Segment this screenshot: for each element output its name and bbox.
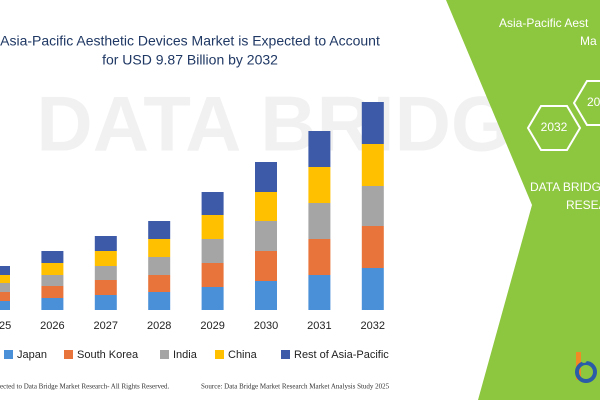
hexagon-label: 2032 [541, 120, 568, 134]
copyright: ected to Data Bridge Market Research- Al… [0, 383, 170, 391]
bar-segment [94, 251, 117, 266]
legend-swatch [4, 350, 13, 359]
legend-label: Rest of Asia-Pacific [294, 349, 389, 361]
bar-segment [255, 192, 277, 221]
x-tick-label: 2025 [0, 320, 11, 332]
hexagon [526, 105, 582, 151]
bar-segment [308, 167, 331, 203]
hexagon [572, 80, 600, 126]
bar-segment [41, 298, 64, 310]
bar-segment [255, 251, 277, 281]
bar-segment [361, 226, 384, 268]
bar-segment [41, 286, 64, 298]
logo-part [575, 361, 597, 383]
bar-segment [361, 186, 384, 226]
legend-swatch [64, 350, 73, 359]
logo-part [581, 357, 587, 363]
bar-segment [94, 280, 117, 295]
bar-segment [148, 275, 171, 292]
x-tick-label: 2027 [94, 320, 118, 332]
legend-swatch [215, 350, 224, 359]
legend-swatch [281, 350, 290, 359]
x-tick-label: 2032 [361, 320, 385, 332]
bar-segment [41, 263, 64, 275]
panel-title: Ma [580, 34, 597, 48]
x-tick-label: 2031 [307, 320, 331, 332]
hexagon-label: 20 [587, 95, 600, 109]
logo [575, 352, 597, 383]
x-tick-label: 2029 [200, 320, 224, 332]
bar-segment [255, 281, 277, 310]
bar-segment [41, 251, 64, 263]
bar-segment [308, 239, 331, 275]
legend-swatch [160, 350, 169, 359]
bar-segment [361, 102, 384, 144]
panel-title: Asia-Pacific Aest [499, 16, 589, 30]
legend-label: India [173, 349, 198, 361]
bar-segment [308, 275, 331, 310]
bar-segment [201, 192, 224, 215]
x-tick-label: 2028 [147, 320, 171, 332]
bar-segment [94, 266, 117, 280]
brand-text: DATA BRIDG [530, 180, 600, 194]
bar-segment [0, 292, 10, 301]
watermark: DATA BRIDGE [36, 80, 563, 168]
bar-segment [148, 257, 171, 275]
bar-segment [148, 221, 171, 239]
bar-segment [94, 236, 117, 251]
bar-segment [308, 131, 331, 167]
bar-segment [201, 287, 224, 310]
bar-segment [201, 239, 224, 263]
brand-text: RESEA [566, 198, 600, 212]
chart-title: Asia-Pacific Aesthetic Devices Market is… [0, 33, 380, 49]
bar-segment [0, 266, 10, 275]
bar-segment [201, 263, 224, 287]
side-panel [446, 0, 600, 400]
chart-title: for USD 9.87 Billion by 2032 [102, 52, 278, 68]
bar-segment [308, 203, 331, 239]
bar-segment [0, 275, 10, 283]
legend-label: South Korea [77, 349, 139, 361]
bar-segment [0, 283, 10, 292]
legend-label: Japan [17, 349, 47, 361]
bar-segment [255, 162, 277, 192]
legend-label: China [228, 349, 258, 361]
bar-segment [148, 292, 171, 310]
bar-segment [0, 301, 10, 310]
bar-segment [201, 215, 224, 239]
bar-segment [361, 144, 384, 186]
source: Source: Data Bridge Market Research Mark… [201, 383, 390, 391]
bar-segment [41, 275, 64, 286]
bar-segment [148, 239, 171, 257]
bar-segment [361, 268, 384, 310]
bar-segment [94, 295, 117, 310]
x-tick-label: 2026 [40, 320, 64, 332]
x-tick-label: 2030 [254, 320, 278, 332]
bar-segment [255, 221, 277, 251]
